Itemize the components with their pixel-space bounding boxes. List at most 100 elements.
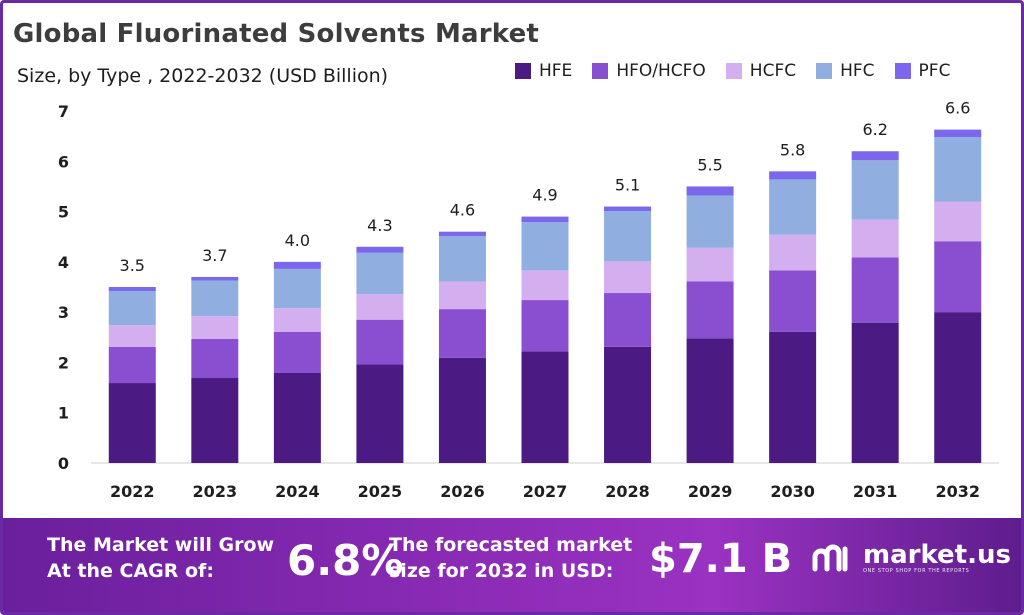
bar-segment-hcfc bbox=[438, 281, 486, 310]
bar-total-label: 6.6 bbox=[945, 99, 970, 118]
legend-item-hfo-hcfo: HFO/HCFO bbox=[592, 61, 706, 81]
x-tick-label: 2031 bbox=[853, 482, 898, 501]
bar-segment-hcfc bbox=[108, 325, 156, 347]
bar-segment-hfo-hcfo bbox=[191, 338, 239, 379]
bar-total-label: 5.5 bbox=[697, 155, 722, 174]
bar-total-label: 3.5 bbox=[120, 256, 145, 275]
bar-segment-pfc bbox=[769, 171, 817, 180]
bar-segment-hfo-hcfo bbox=[934, 241, 982, 313]
legend-item-pfc: PFC bbox=[894, 61, 951, 81]
legend-label-hfo-hcfo: HFO/HCFO bbox=[616, 61, 706, 81]
bar-segment-hcfc bbox=[521, 270, 569, 301]
legend-label-hfe: HFE bbox=[539, 61, 573, 81]
bar-segment-pfc bbox=[191, 276, 239, 281]
y-tick-label: 5 bbox=[58, 203, 69, 222]
stacked-bar-chart: 0 1 2 3 4 5 6 7 3.5 2022 3.7 2023 4.0 2024 4.3 2025 4.6 2… bbox=[58, 99, 999, 501]
bar-segment-hcfc bbox=[604, 261, 652, 294]
bar-segment-pfc bbox=[851, 151, 899, 161]
legend-item-hfc: HFC bbox=[816, 61, 875, 81]
legend-swatch-hfe bbox=[515, 63, 531, 79]
bar-total-label: 4.9 bbox=[532, 186, 557, 205]
bar-segment-hfe bbox=[851, 322, 899, 463]
bar-segment-hfe bbox=[438, 357, 486, 463]
chart-title: Global Fluorinated Solvents Market bbox=[13, 19, 540, 49]
x-tick-label: 2028 bbox=[605, 482, 650, 501]
bar-segment-hcfc bbox=[686, 247, 734, 282]
bar-segment-hfc bbox=[521, 222, 569, 271]
bar-segment-hcfc bbox=[273, 308, 321, 332]
summary-banner: The Market will Grow At the CAGR of: 6.8… bbox=[3, 518, 1021, 612]
bar-segment-pfc bbox=[438, 231, 486, 237]
x-tick-label: 2024 bbox=[275, 482, 320, 501]
y-tick-label: 1 bbox=[58, 404, 69, 423]
legend-label-pfc: PFC bbox=[918, 61, 951, 81]
bar-segment-hfc bbox=[686, 195, 734, 248]
bar-segment-pfc bbox=[604, 206, 652, 212]
bar-segment-hfc bbox=[108, 291, 156, 326]
legend-label-hfc: HFC bbox=[840, 61, 875, 81]
legend-item-hfe: HFE bbox=[515, 61, 572, 81]
y-tick-label: 2 bbox=[58, 353, 69, 372]
bar-segment-hfo-hcfo bbox=[604, 293, 652, 347]
bar-total-label: 5.1 bbox=[615, 176, 640, 195]
bar-segment-hfo-hcfo bbox=[108, 346, 156, 384]
bar-segment-hfe bbox=[191, 378, 239, 463]
chart-subtitle: Size, by Type , 2022-2032 (USD Billion) bbox=[17, 65, 389, 87]
bar-segment-hfc bbox=[851, 160, 899, 220]
x-tick-label: 2025 bbox=[358, 482, 403, 501]
bar-segment-hfo-hcfo bbox=[851, 257, 899, 323]
bar-segment-hfc bbox=[934, 137, 982, 202]
bar-total-label: 3.7 bbox=[202, 246, 227, 265]
x-tick-label: 2030 bbox=[770, 482, 815, 501]
bar-segment-hfc bbox=[769, 179, 817, 235]
bar-total-label: 6.2 bbox=[862, 120, 887, 139]
legend-swatch-hfc bbox=[816, 63, 833, 79]
bar-segment-hfe bbox=[934, 312, 982, 463]
bar-segment-hfc bbox=[273, 268, 321, 309]
bar-segment-hfc bbox=[438, 236, 486, 282]
x-tick-label: 2022 bbox=[110, 482, 155, 501]
market-us-logo-icon bbox=[812, 544, 848, 572]
bar-segment-hcfc bbox=[191, 316, 239, 339]
y-tick-label: 4 bbox=[58, 253, 69, 272]
bar-segment-hfc bbox=[191, 280, 239, 317]
bar-segment-hfe bbox=[769, 331, 817, 463]
bar-segment-hfo-hcfo bbox=[686, 281, 734, 339]
bar-segment-hfe bbox=[604, 346, 652, 463]
bar-segment-pfc bbox=[686, 186, 734, 196]
legend-swatch-hfo-hcfo bbox=[592, 63, 609, 79]
x-tick-label: 2027 bbox=[523, 482, 568, 501]
x-tick-label: 2023 bbox=[193, 482, 238, 501]
bar-segment-hfo-hcfo bbox=[769, 270, 817, 332]
bar-segment-hfe bbox=[521, 351, 569, 463]
legend-swatch-hcfc bbox=[725, 63, 742, 79]
legend-label-hcfc: HCFC bbox=[749, 61, 797, 81]
bar-segment-pfc bbox=[273, 261, 321, 269]
legend-swatch-pfc bbox=[894, 63, 911, 79]
chart-legend: HFE HFO/HCFO HCFC HFC PFC bbox=[515, 61, 950, 81]
cagr-value: 6.8% bbox=[287, 536, 404, 585]
y-tick-label: 7 bbox=[58, 102, 69, 121]
bar-segment-hcfc bbox=[851, 219, 899, 258]
bar-segment-hfe bbox=[686, 338, 734, 463]
x-tick-label: 2026 bbox=[440, 482, 485, 501]
y-tick-label: 3 bbox=[58, 303, 69, 322]
bar-segment-pfc bbox=[356, 246, 404, 253]
x-tick-label: 2029 bbox=[688, 482, 733, 501]
y-tick-label: 6 bbox=[58, 152, 69, 171]
brand-logo: market.us ONE STOP SHOP FOR THE REPORTS bbox=[811, 542, 1011, 574]
bar-segment-hfc bbox=[356, 252, 404, 295]
bar-total-label: 4.6 bbox=[450, 201, 475, 220]
bar-segment-hcfc bbox=[934, 201, 982, 242]
bar-segment-hcfc bbox=[769, 234, 817, 271]
brand-tagline: ONE STOP SHOP FOR THE REPORTS bbox=[863, 568, 970, 574]
y-tick-label: 0 bbox=[58, 454, 69, 473]
bar-segment-hfo-hcfo bbox=[438, 309, 486, 358]
bar-segment-pfc bbox=[521, 216, 569, 223]
bar-segment-hfe bbox=[108, 383, 156, 463]
bar-segment-hfe bbox=[273, 372, 321, 463]
x-tick-label: 2032 bbox=[935, 482, 980, 501]
bar-segment-hcfc bbox=[356, 294, 404, 320]
bar-segment-pfc bbox=[934, 129, 982, 138]
